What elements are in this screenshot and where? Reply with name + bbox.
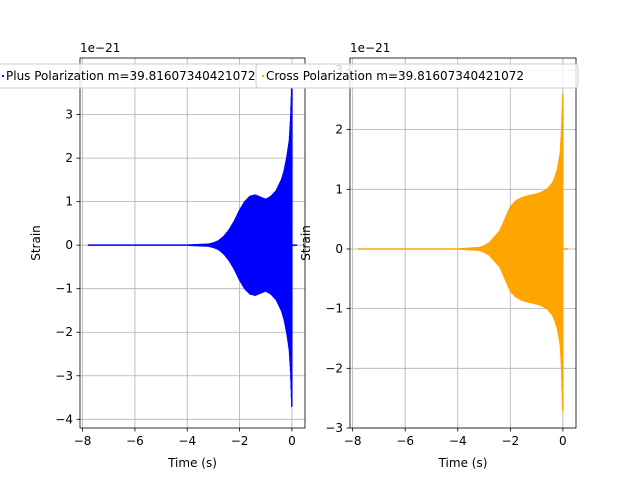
legend-label: Cross Polarization m=39.81607340421072 — [266, 69, 524, 83]
legend-box — [255, 63, 579, 89]
x-tick-label: −2 — [231, 434, 249, 448]
x-axis-label: Time (s) — [438, 456, 488, 470]
y-tick-label: −2 — [325, 361, 343, 375]
x-axis-label: Time (s) — [167, 456, 217, 470]
y-tick-label: −1 — [55, 282, 73, 296]
plus-polarization-chart: −8 −6 −4 −2 0 −4 −3 −2 −1 0 1 2 3 1e−21 Time (s) St… — [0, 41, 312, 470]
y-tick-label: 2 — [335, 123, 343, 137]
x-axis-ticks: −8 −6 −4 −2 0 — [74, 428, 296, 448]
y-tick-label: −3 — [55, 369, 73, 383]
x-tick-label: −8 — [74, 434, 92, 448]
waveform-line — [87, 79, 293, 407]
x-tick-label: −4 — [178, 434, 196, 448]
y-tick-label: 1 — [335, 182, 343, 196]
waveform-series — [357, 93, 569, 412]
x-tick-label: −4 — [449, 434, 467, 448]
x-tick-label: 0 — [559, 434, 567, 448]
y-tick-label: −2 — [55, 325, 73, 339]
y-axis-label: Strain — [299, 225, 313, 261]
waveform-series — [87, 79, 298, 407]
y-tick-label: −4 — [55, 412, 73, 426]
y-axis-ticks: −4 −3 −2 −1 0 1 2 3 — [55, 108, 80, 426]
y-tick-label: 0 — [335, 242, 343, 256]
y-tick-label: 2 — [65, 151, 73, 165]
x-tick-label: −2 — [501, 434, 519, 448]
y-tick-label: −1 — [325, 302, 343, 316]
y-tick-label: 1 — [65, 195, 73, 209]
legend: Plus Polarization m=39.81607340421072 — [0, 63, 312, 89]
x-axis-ticks: −8 −6 −4 −2 0 — [344, 428, 567, 448]
waveform-line — [357, 93, 564, 412]
axes-frame — [79, 57, 306, 429]
y-offset-label: 1e−21 — [80, 41, 120, 55]
y-tick-label: −3 — [325, 421, 343, 435]
x-tick-label: −8 — [344, 434, 362, 448]
y-axis-label: Strain — [29, 225, 43, 261]
legend-label: Plus Polarization m=39.81607340421072 — [6, 69, 256, 83]
y-tick-label: 0 — [65, 238, 73, 252]
legend: Cross Polarization m=39.81607340421072 — [255, 63, 579, 89]
y-offset-label: 1e−21 — [350, 41, 390, 55]
x-tick-label: 0 — [288, 434, 296, 448]
axes-frame — [349, 57, 577, 429]
x-tick-label: −6 — [126, 434, 144, 448]
y-tick-label: 3 — [65, 108, 73, 122]
x-tick-label: −6 — [396, 434, 414, 448]
